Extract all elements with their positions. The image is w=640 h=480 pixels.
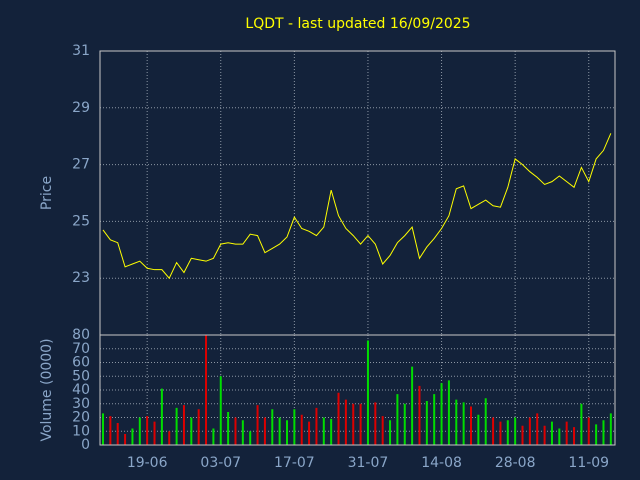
volume-bar bbox=[286, 420, 288, 445]
volume-bar bbox=[595, 424, 598, 445]
volume-tick-label: 10 bbox=[72, 423, 90, 439]
volume-bar bbox=[499, 421, 502, 445]
volume-bar bbox=[293, 409, 296, 445]
volume-tick-label: 70 bbox=[72, 341, 90, 357]
volume-bar bbox=[389, 420, 392, 445]
volume-bar bbox=[455, 399, 458, 445]
volume-bar bbox=[374, 402, 377, 445]
y-axis-label: Price bbox=[39, 176, 55, 210]
volume-bar bbox=[109, 416, 112, 445]
x-tick-label: 03-07 bbox=[200, 455, 241, 471]
volume-bar bbox=[197, 409, 200, 445]
volume-bar bbox=[470, 406, 472, 445]
volume-bar bbox=[160, 388, 163, 445]
volume-bar bbox=[219, 376, 222, 445]
volume-tick-label: 0 bbox=[81, 437, 90, 453]
volume-bar bbox=[411, 366, 414, 445]
volume-bar bbox=[550, 421, 553, 445]
volume-bar bbox=[359, 403, 362, 445]
volume-bar bbox=[175, 407, 178, 445]
volume-bar bbox=[381, 416, 384, 445]
volume-bar bbox=[528, 417, 531, 445]
volume-bar bbox=[263, 417, 266, 445]
volume-bar bbox=[241, 420, 244, 445]
volume-bar bbox=[315, 407, 318, 445]
volume-bar bbox=[227, 412, 230, 445]
volume-bar bbox=[278, 417, 281, 445]
volume-bar bbox=[536, 413, 539, 445]
volume-bar bbox=[565, 421, 568, 445]
volume-bar bbox=[102, 413, 104, 445]
volume-bar bbox=[330, 418, 333, 445]
volume-bar bbox=[344, 399, 347, 445]
volume-bar bbox=[131, 428, 134, 445]
volume-bar bbox=[234, 417, 237, 445]
volume-bar bbox=[352, 403, 355, 445]
volume-bar bbox=[514, 417, 517, 445]
volume-bar bbox=[116, 423, 119, 445]
volume-bar bbox=[433, 394, 436, 445]
y-tick-label: 27 bbox=[72, 157, 90, 173]
volume-bar bbox=[271, 409, 274, 445]
volume-bar bbox=[168, 431, 171, 445]
volume-bar bbox=[425, 401, 428, 445]
volume-bar bbox=[146, 416, 149, 445]
volume-bar bbox=[300, 414, 303, 445]
volume-bar bbox=[249, 431, 252, 445]
price-line bbox=[102, 133, 612, 280]
volume-bar bbox=[440, 383, 443, 445]
volume-bar bbox=[609, 413, 612, 445]
x-tick-label: 19-06 bbox=[127, 455, 168, 471]
x-tick-label: 11-09 bbox=[568, 455, 609, 471]
x-tick-label: 17-07 bbox=[274, 455, 315, 471]
volume-bar bbox=[138, 417, 141, 445]
volume-bar bbox=[182, 405, 185, 445]
y-tick-label: 29 bbox=[72, 100, 90, 116]
volume-bar bbox=[337, 392, 340, 445]
volume-tick-label: 60 bbox=[72, 355, 90, 371]
volume-tick-label: 40 bbox=[72, 382, 90, 398]
volume-bar bbox=[212, 428, 215, 445]
volume-tick-label: 80 bbox=[72, 327, 90, 343]
volume-bar bbox=[484, 398, 487, 445]
volume-bar bbox=[558, 428, 561, 445]
volume-tick-label: 30 bbox=[72, 396, 90, 412]
volume-bar bbox=[521, 425, 524, 445]
y-tick-label: 25 bbox=[72, 213, 90, 229]
x-tick-label: 28-08 bbox=[495, 455, 536, 471]
volume-bar bbox=[602, 420, 605, 445]
volume-bar bbox=[462, 402, 465, 445]
volume-bar bbox=[587, 417, 590, 445]
volume-bar bbox=[506, 420, 509, 445]
volume-bar bbox=[124, 434, 127, 445]
y-tick-label: 23 bbox=[72, 270, 90, 286]
volume-bar bbox=[322, 417, 325, 445]
y-tick-label: 31 bbox=[72, 43, 90, 59]
volume-bar bbox=[418, 385, 421, 445]
volume-frame bbox=[99, 334, 616, 446]
volume-bar bbox=[492, 417, 495, 445]
volume-bar bbox=[447, 380, 450, 445]
volume-bar bbox=[580, 403, 583, 445]
volume-bar bbox=[190, 417, 193, 445]
volume-bar bbox=[543, 425, 546, 445]
volume-bar bbox=[396, 394, 399, 445]
volume-bar bbox=[477, 414, 480, 445]
x-tick-label: 14-08 bbox=[421, 455, 462, 471]
volume-bar bbox=[366, 340, 369, 445]
volume-bar bbox=[403, 403, 406, 445]
volume-bar bbox=[573, 427, 576, 445]
volume-bar bbox=[153, 421, 156, 445]
chart-title: LQDT - last updated 16/09/2025 bbox=[245, 16, 470, 32]
volume-tick-label: 20 bbox=[72, 410, 90, 426]
volume-bar bbox=[256, 405, 259, 445]
volume-bar bbox=[308, 421, 311, 445]
volume-tick-label: 50 bbox=[72, 368, 90, 384]
volume-axis-label: Volume (0000) bbox=[39, 338, 55, 441]
x-tick-label: 31-07 bbox=[348, 455, 389, 471]
volume-bar bbox=[205, 335, 208, 445]
